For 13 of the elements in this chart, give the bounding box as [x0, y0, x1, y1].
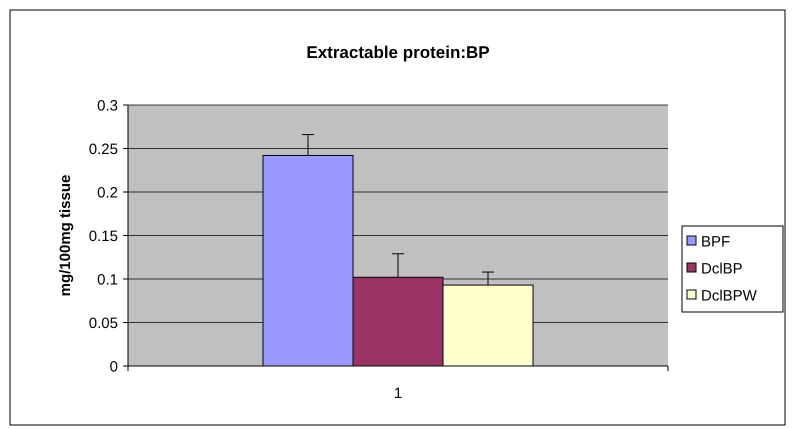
y-tick-label: 0.1	[97, 271, 118, 288]
y-tick-label: 0.25	[88, 140, 118, 158]
legend-label: BPF	[701, 233, 730, 250]
y-tick-label: 0	[110, 358, 118, 376]
chart-title: Extractable protein:BP	[306, 43, 490, 62]
y-tick-label: 0.3	[97, 97, 118, 114]
y-tick-label: 0.15	[88, 228, 118, 245]
y-axis-title: mg/100mg tissue	[57, 174, 74, 296]
legend-label: DclBP	[701, 260, 743, 278]
legend-label: DclBPW	[701, 287, 758, 304]
x-tick-label: 1	[394, 385, 402, 402]
y-tick-label: 0.2	[97, 184, 118, 202]
y-tick-label: 0.05	[88, 314, 118, 332]
